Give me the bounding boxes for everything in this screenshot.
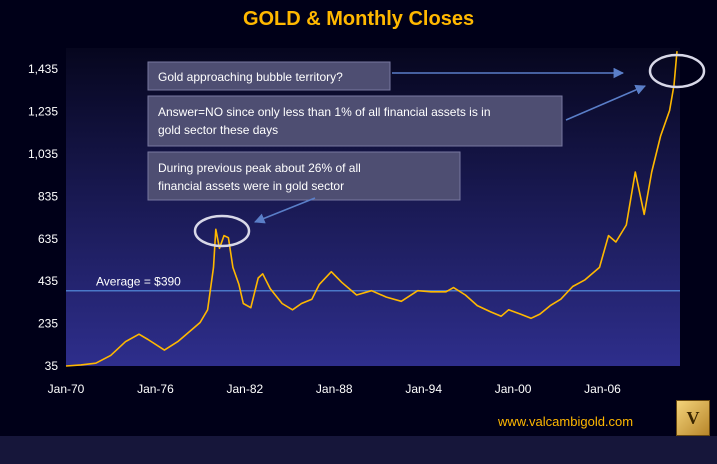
y-tick-label: 1,235 bbox=[28, 105, 58, 119]
y-tick-label: 435 bbox=[38, 274, 58, 288]
annotation-previous-peak-text: During previous peak about 26% of all fin… bbox=[158, 161, 361, 193]
annotation-answer: Answer=NO since only less than 1% of all… bbox=[147, 95, 563, 147]
previous-peak-arrow bbox=[254, 197, 316, 224]
y-tick-label: 1,035 bbox=[28, 147, 58, 161]
previous-peak-circle bbox=[193, 214, 251, 248]
y-tick-label: 35 bbox=[45, 359, 59, 373]
x-tick-label: Jan-70 bbox=[48, 382, 85, 396]
answer-arrow bbox=[565, 84, 646, 121]
y-tick-label: 635 bbox=[38, 232, 58, 246]
valcambi-logo: V bbox=[676, 400, 710, 436]
x-tick-label: Jan-88 bbox=[316, 382, 353, 396]
annotation-previous-peak: During previous peak about 26% of all fin… bbox=[147, 151, 461, 201]
y-tick-label: 235 bbox=[38, 317, 58, 331]
x-tick-label: Jan-94 bbox=[405, 382, 442, 396]
average-label: Average = $390 bbox=[96, 275, 181, 289]
x-tick-label: Jan-76 bbox=[137, 382, 174, 396]
current-peak-circle bbox=[648, 53, 706, 89]
y-tick-label: 1,435 bbox=[28, 62, 58, 76]
y-tick-label: 835 bbox=[38, 189, 58, 203]
x-tick-label: Jan-00 bbox=[495, 382, 532, 396]
x-tick-label: Jan-82 bbox=[226, 382, 263, 396]
annotation-answer-text: Answer=NO since only less than 1% of all… bbox=[158, 105, 491, 137]
website-link[interactable]: www.valcambigold.com bbox=[498, 414, 634, 429]
annotation-bubble: Gold approaching bubble territory? bbox=[147, 61, 391, 91]
annotation-bubble-text: Gold approaching bubble territory? bbox=[158, 70, 343, 84]
x-tick-label: Jan-06 bbox=[584, 382, 621, 396]
chart-title: GOLD & Monthly Closes bbox=[242, 8, 475, 30]
footer-band bbox=[0, 436, 717, 464]
gold-price-line bbox=[65, 51, 678, 367]
